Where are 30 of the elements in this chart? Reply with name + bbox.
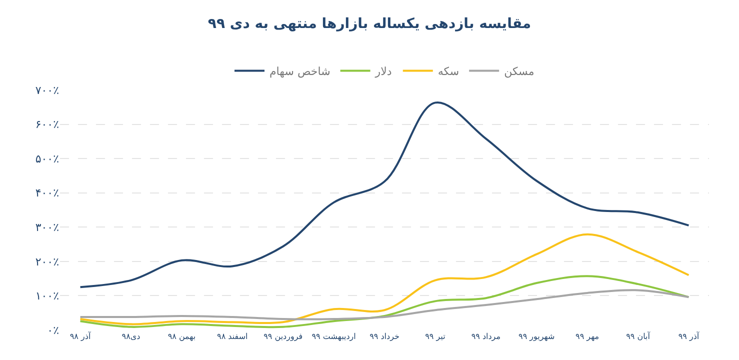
- y-tick-label: ۷۰۰٪: [35, 84, 60, 97]
- x-tick-label: مهر ۹۹: [576, 332, 600, 341]
- x-tick-label: آذر ۹۹: [678, 331, 700, 341]
- x-tick-label: دی۹۸: [122, 332, 141, 341]
- x-tick-label: خرداد ۹۹: [370, 332, 400, 341]
- x-tick-label: اسفند ۹۸: [217, 332, 248, 341]
- x-tick-label: آذر ۹۸: [70, 331, 92, 341]
- y-tick-label: ۵۰۰٪: [35, 152, 60, 166]
- x-tick-label: شهریور ۹۹: [518, 332, 555, 341]
- x-tick-label: فروردین ۹۹: [264, 332, 303, 341]
- legend-label: دلار: [374, 64, 392, 78]
- legend-label: شاخص سهام: [270, 64, 330, 78]
- x-tick-label: اردیبهشت ۹۹: [312, 332, 356, 341]
- line-series: [79, 289, 690, 320]
- y-tick-label: ۴۰۰٪: [35, 186, 60, 200]
- legend-label: سکه: [438, 64, 460, 78]
- x-tick-label: تیر ۹۹: [425, 332, 446, 341]
- y-tick-label: ۰٪: [47, 324, 60, 337]
- x-tick-label: آبان ۹۹: [626, 331, 651, 341]
- y-tick-label: ۲۰۰٪: [35, 255, 60, 268]
- y-tick-label: ۱۰۰٪: [35, 290, 60, 303]
- line-series: [79, 102, 690, 288]
- legend-label: مسکن: [504, 64, 534, 78]
- y-tick-label: ۳۰۰٪: [35, 220, 60, 234]
- line-series: [79, 233, 690, 326]
- x-tick-label: مرداد ۹۹: [471, 332, 501, 341]
- x-tick-label: بهمن ۹۸: [168, 332, 196, 341]
- chart-title: مقایسه بازدهی یکساله بازارها منتهی به دی ۹۹: [208, 16, 532, 32]
- y-tick-label: ۶۰۰٪: [35, 118, 60, 132]
- line-series: [79, 275, 690, 328]
